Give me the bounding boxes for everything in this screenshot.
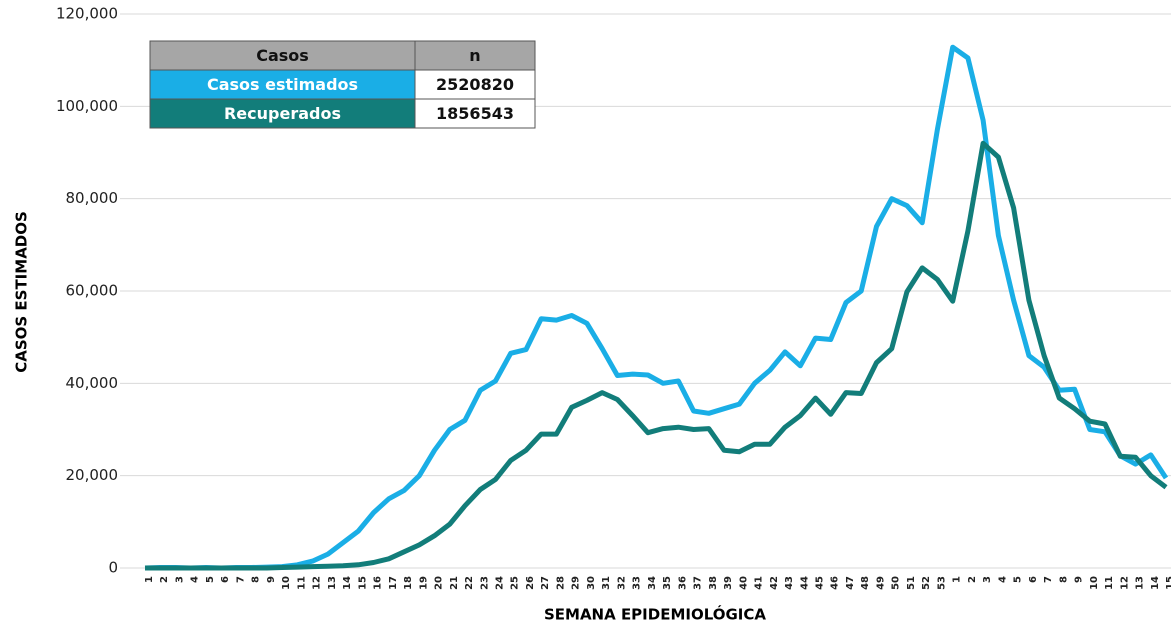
x-tick-label: 15: [357, 576, 368, 590]
x-tick-label: 51: [906, 576, 917, 590]
x-tick-label: 10: [1089, 576, 1100, 590]
table-header-cell: [149, 40, 416, 71]
x-tick-label: 47: [845, 576, 856, 590]
x-tick-label: 10: [281, 576, 292, 590]
x-tick-label: 49: [875, 576, 886, 590]
x-tick-label: 44: [799, 576, 810, 590]
y-tick-label: 20,000: [66, 466, 119, 484]
x-tick-label: 9: [266, 576, 277, 583]
table-header: Casos: [256, 46, 309, 65]
series-line: [144, 44, 1169, 571]
x-tick-label: 39: [723, 576, 734, 590]
x-tick-label: 3: [982, 576, 993, 583]
x-tick-label: 13: [1135, 576, 1146, 590]
x-tick-label: 38: [708, 576, 719, 590]
table-header: n: [469, 46, 480, 65]
x-axis-title: SEMANA EPIDEMIOLÓGICA: [544, 605, 766, 624]
x-tick-label: 46: [830, 576, 841, 590]
table-row-value: 2520820: [436, 75, 514, 94]
x-tick-label: 45: [815, 576, 826, 590]
table-row-label: Recuperados: [224, 104, 341, 123]
x-tick-label: 7: [1043, 576, 1054, 583]
x-tick-label: 18: [403, 576, 414, 590]
x-tick-label: 20: [434, 576, 445, 590]
x-tick-label: 11: [1104, 576, 1115, 590]
y-tick-label: 0: [108, 559, 118, 577]
table-cell: [414, 69, 536, 100]
x-tick-label: 12: [312, 576, 323, 590]
x-tick-label: 41: [754, 576, 765, 590]
x-tick-label: 19: [418, 576, 429, 590]
x-tick-label: 26: [525, 576, 536, 590]
x-tick-label: 16: [373, 576, 384, 590]
x-tick-label: 5: [205, 576, 216, 583]
x-tick-label: 1: [952, 576, 963, 583]
table-row-value: 1856543: [436, 104, 514, 123]
x-tick-label: 2: [159, 576, 170, 583]
x-tick-label: 24: [494, 576, 505, 590]
y-tick-label: 120,000: [56, 5, 118, 23]
x-tick-label: 53: [936, 576, 947, 590]
x-tick-label: 17: [388, 576, 399, 590]
legend-table: Casos n Casos estimados 2520820 Recuperados 1…: [149, 40, 536, 129]
x-tick-label: 8: [1058, 576, 1069, 583]
x-tick-label: 42: [769, 576, 780, 590]
x-tick-label: 23: [479, 576, 490, 590]
x-tick-label: 29: [571, 576, 582, 590]
x-tick-label: 9: [1074, 576, 1085, 583]
y-tick-label: 40,000: [66, 374, 119, 392]
x-tick-label: 34: [647, 576, 658, 590]
x-tick-label: 1: [144, 576, 155, 583]
x-tick-label: 4: [190, 576, 201, 583]
y-tick-label: 60,000: [66, 282, 119, 300]
x-tick-label: 22: [464, 576, 475, 590]
x-tick-label: 8: [251, 576, 262, 583]
x-tick-label: 30: [586, 576, 597, 590]
y-tick-label: 80,000: [66, 189, 119, 207]
table-cell: [414, 98, 536, 129]
x-tick-label: 27: [540, 576, 551, 590]
x-tick-label: 33: [632, 576, 643, 590]
x-tick-label: 4: [997, 576, 1008, 583]
x-tick-label: 6: [1028, 576, 1039, 583]
series-line: [145, 140, 1168, 571]
x-tick-label: 13: [327, 576, 338, 590]
x-tick-label: 40: [738, 576, 749, 590]
x-tick-label: 25: [510, 576, 521, 590]
x-tick-label: 14: [1150, 576, 1161, 590]
x-tick-label: 6: [220, 576, 231, 583]
x-tick-label: 43: [784, 576, 795, 590]
x-tick-label: 3: [174, 576, 185, 583]
x-tick-label: 37: [693, 576, 704, 590]
x-tick-label: 15: [1165, 576, 1171, 590]
x-tick-label: 32: [616, 576, 627, 590]
x-tick-label: 11: [296, 576, 307, 590]
x-tick-label: 2: [967, 576, 978, 583]
x-tick-label: 12: [1119, 576, 1130, 590]
x-tick-label: 52: [921, 576, 932, 590]
y-tick-label: 100,000: [56, 97, 118, 115]
x-tick-label: 21: [449, 576, 460, 590]
x-tick-label: 36: [677, 576, 688, 590]
x-tick-label: 48: [860, 576, 871, 590]
x-tick-label: 31: [601, 576, 612, 590]
x-tick-label: 50: [891, 576, 902, 590]
y-axis-title: CASOS ESTIMADOS: [13, 211, 31, 373]
x-tick-label: 35: [662, 576, 673, 590]
x-tick-label: 14: [342, 576, 353, 590]
table-row-label: Casos estimados: [207, 75, 358, 94]
x-tick-label: 28: [555, 576, 566, 590]
x-tick-label: 5: [1013, 576, 1024, 583]
x-tick-label: 7: [235, 576, 246, 583]
